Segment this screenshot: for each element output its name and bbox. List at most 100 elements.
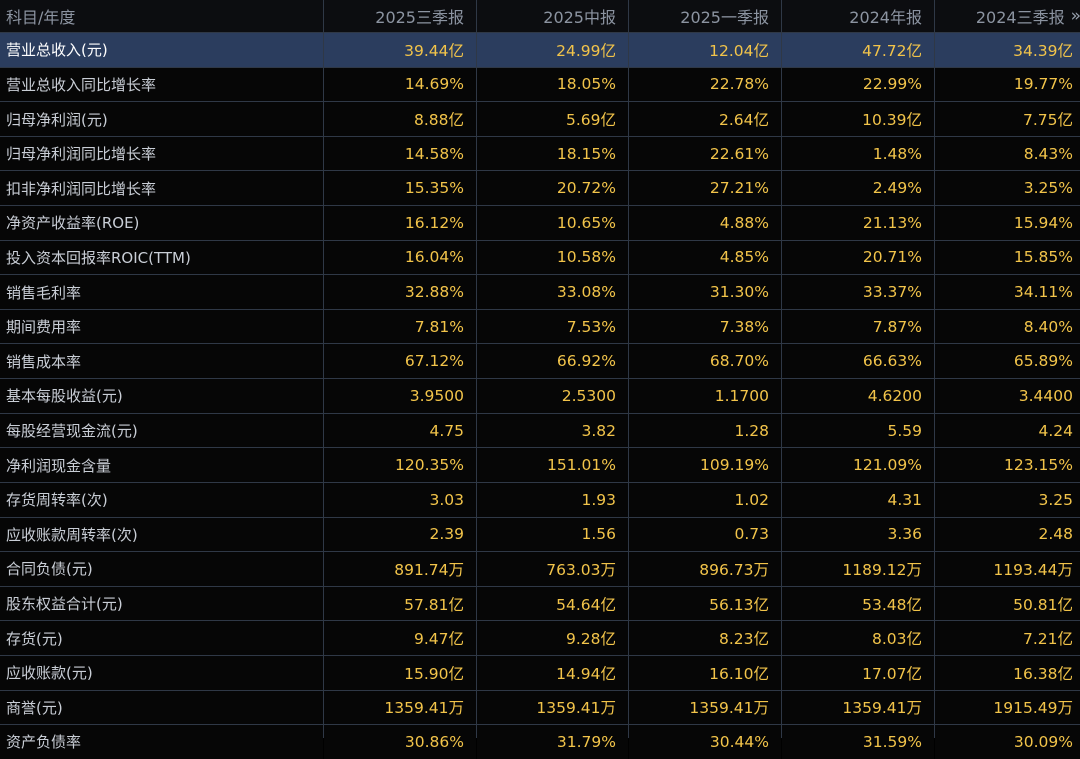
value-cell: 15.85% [935,240,1080,275]
value-cell: 3.4400 [935,379,1080,413]
value-cell: 21.13% [782,206,934,240]
row-label: 投入资本回报率ROIC(TTM) [0,240,323,275]
value-cell: 16.04% [324,240,476,275]
value-cell: 5.59 [782,413,934,448]
value-cell: 763.03万 [477,552,628,586]
value-cell: 3.25% [935,171,1080,206]
value-cell: 2.5300 [477,379,628,413]
value-cell: 31.79% [477,725,628,759]
value-cell: 10.58% [477,240,628,275]
value-cell: 31.30% [629,275,781,309]
value-cell: 16.10亿 [629,655,781,690]
row-label: 归母净利润(元) [0,102,323,136]
value-cell: 1359.41万 [324,690,476,725]
value-cell: 20.72% [477,171,628,206]
value-cell: 2.48 [935,517,1080,552]
value-cell: 1.93 [477,482,628,517]
value-cell: 66.92% [477,344,628,379]
value-cell: 4.85% [629,240,781,275]
value-cell: 1359.41万 [629,690,781,725]
value-cell: 30.09% [935,725,1080,759]
value-cell: 16.38亿 [935,655,1080,690]
header-label: 科目/年度 [0,0,323,32]
column-header-2025h1[interactable]: 2025中报 [477,0,628,32]
value-cell: 54.64亿 [477,586,628,621]
row-label: 营业总收入(元) [0,33,323,67]
value-cell: 1.48% [782,136,934,171]
value-cell: 896.73万 [629,552,781,586]
value-cell: 34.11% [935,275,1080,309]
value-cell: 10.65% [477,206,628,240]
value-cell: 0.73 [629,517,781,552]
column-header-text: 2024年报 [849,8,922,27]
value-cell: 7.87% [782,309,934,344]
value-cell: 4.31 [782,482,934,517]
row-label: 扣非净利润同比增长率 [0,171,323,206]
value-cell: 57.81亿 [324,586,476,621]
row-label: 净利润现金含量 [0,448,323,482]
column-header-text: 2025中报 [543,8,616,27]
value-cell: 7.75亿 [935,102,1080,136]
value-cell: 14.58% [324,136,476,171]
value-cell: 66.63% [782,344,934,379]
row-label: 商誉(元) [0,690,323,725]
value-cell: 67.12% [324,344,476,379]
value-cell: 1359.41万 [782,690,934,725]
row-label: 归母净利润同比增长率 [0,136,323,171]
row-label: 资产负债率 [0,725,323,759]
value-cell: 17.07亿 [782,655,934,690]
value-cell: 8.40% [935,309,1080,344]
value-cell: 4.24 [935,413,1080,448]
value-cell: 15.94% [935,206,1080,240]
value-cell: 1.28 [629,413,781,448]
column-header-2025q3[interactable]: 2025三季报 [324,0,476,32]
value-cell: 18.05% [477,67,628,102]
value-cell: 12.04亿 [629,33,781,67]
value-cell: 2.64亿 [629,102,781,136]
row-label: 销售毛利率 [0,275,323,309]
row-label: 存货(元) [0,621,323,655]
value-cell: 1193.44万 [935,552,1080,586]
value-cell: 19.77% [935,67,1080,102]
value-cell: 8.03亿 [782,621,934,655]
value-cell: 22.78% [629,67,781,102]
value-cell: 3.82 [477,413,628,448]
row-label: 销售成本率 [0,344,323,379]
row-label: 合同负债(元) [0,552,323,586]
value-cell: 3.03 [324,482,476,517]
row-label: 存货周转率(次) [0,482,323,517]
value-cell: 14.69% [324,67,476,102]
value-cell: 7.53% [477,309,628,344]
column-header-2024q3[interactable]: 2024三季报 » [935,0,1080,32]
value-cell: 3.9500 [324,379,476,413]
value-cell: 1359.41万 [477,690,628,725]
row-label: 每股经营现金流(元) [0,413,323,448]
value-cell: 34.39亿 [935,33,1080,67]
column-header-text: 2024三季报 [975,8,1065,27]
column-header-text: 2025三季报 [375,8,464,27]
value-cell: 33.37% [782,275,934,309]
column-header-text: 2025一季报 [680,8,769,27]
value-cell: 1.02 [629,482,781,517]
value-cell: 56.13亿 [629,586,781,621]
value-cell: 121.09% [782,448,934,482]
row-label: 基本每股收益(元) [0,379,323,413]
value-cell: 15.90亿 [324,655,476,690]
value-cell: 47.72亿 [782,33,934,67]
value-cell: 3.36 [782,517,934,552]
value-cell: 24.99亿 [477,33,628,67]
value-cell: 30.44% [629,725,781,759]
row-label: 应收账款(元) [0,655,323,690]
value-cell: 1.1700 [629,379,781,413]
value-cell: 65.89% [935,344,1080,379]
value-cell: 5.69亿 [477,102,628,136]
value-cell: 10.39亿 [782,102,934,136]
more-columns-icon[interactable]: » [1070,6,1080,26]
value-cell: 27.21% [629,171,781,206]
value-cell: 15.35% [324,171,476,206]
value-cell: 2.49% [782,171,934,206]
column-header-2025q1[interactable]: 2025一季报 [629,0,781,32]
value-cell: 3.25 [935,482,1080,517]
column-header-2024-annual[interactable]: 2024年报 [782,0,934,32]
